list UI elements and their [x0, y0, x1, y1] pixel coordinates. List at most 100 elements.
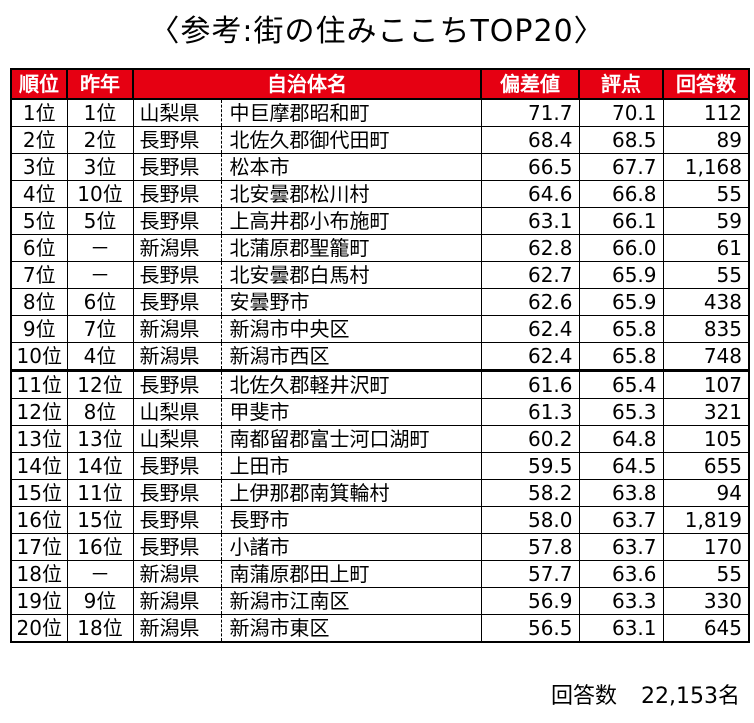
- cell-prefecture: 新潟県: [132, 342, 222, 372]
- cell-responses: 1,819: [662, 506, 750, 534]
- cell-municipality: 松本市: [220, 153, 482, 181]
- cell-deviation: 71.7: [480, 98, 580, 127]
- cell-score: 64.8: [578, 425, 664, 453]
- cell-deviation: 57.7: [480, 560, 580, 588]
- cell-prefecture: 山梨県: [132, 98, 222, 127]
- cell-responses: 321: [662, 398, 750, 426]
- cell-rank: 4位: [10, 180, 68, 208]
- table-row: 13位 13位 山梨県 南都留郡富士河口湖町 60.2 64.8 105: [10, 425, 750, 453]
- cell-prefecture: 新潟県: [132, 234, 222, 262]
- table-body: 1位 1位 山梨県 中巨摩郡昭和町 71.7 70.1 112 2位 2位 長野県 北佐久郡御代田町…: [10, 98, 750, 643]
- cell-prefecture: 長野県: [132, 506, 222, 534]
- cell-municipality: 南都留郡富士河口湖町: [220, 425, 482, 453]
- header-responses: 回答数: [662, 68, 750, 100]
- table-row: 16位 15位 長野県 長野市 58.0 63.7 1,819: [10, 506, 750, 534]
- table-row: 7位－長野県 北安曇郡白馬村 62.7 65.9 55: [10, 261, 750, 289]
- header-score: 評点: [578, 68, 664, 100]
- cell-prefecture: 長野県: [132, 288, 222, 316]
- cell-score: 67.7: [578, 153, 664, 181]
- cell-score: 63.1: [578, 614, 664, 643]
- cell-municipality: 北佐久郡御代田町: [220, 126, 482, 154]
- cell-responses: 748: [662, 342, 750, 372]
- cell-score: 66.8: [578, 180, 664, 208]
- cell-prefecture: 長野県: [132, 479, 222, 507]
- cell-responses: 59: [662, 207, 750, 235]
- cell-deviation: 62.8: [480, 234, 580, 262]
- cell-score: 65.8: [578, 342, 664, 372]
- cell-municipality: 上伊那郡南箕輪村: [220, 479, 482, 507]
- header-deviation: 偏差値: [480, 68, 580, 100]
- cell-prev-rank: 10位: [66, 180, 134, 208]
- header-prev: 昨年: [66, 68, 134, 100]
- cell-prefecture: 長野県: [132, 126, 222, 154]
- cell-prefecture: 新潟県: [132, 560, 222, 588]
- cell-prev-rank: 4位: [66, 342, 134, 372]
- cell-prev-rank: 12位: [66, 370, 134, 399]
- table-row: 8位 6位 長野県 安曇野市 62.6 65.9 438: [10, 288, 750, 316]
- cell-prefecture: 新潟県: [132, 614, 222, 643]
- cell-deviation: 59.5: [480, 452, 580, 480]
- cell-score: 70.1: [578, 98, 664, 127]
- table-row: 9位 7位 新潟県 新潟市中央区 62.4 65.8 835: [10, 315, 750, 343]
- cell-deviation: 58.0: [480, 506, 580, 534]
- cell-municipality: 北蒲原郡聖籠町: [220, 234, 482, 262]
- cell-responses: 94: [662, 479, 750, 507]
- cell-deviation: 58.2: [480, 479, 580, 507]
- cell-municipality: 長野市: [220, 506, 482, 534]
- cell-rank: 1位: [10, 98, 68, 127]
- table-row: 3位 3位 長野県 松本市 66.5 67.7 1,168: [10, 153, 750, 181]
- cell-responses: 105: [662, 425, 750, 453]
- table-header-row: 順位 昨年 自治体名 偏差値 評点 回答数: [10, 68, 750, 100]
- total-responses-value: 22,153名: [641, 684, 740, 709]
- cell-score: 64.5: [578, 452, 664, 480]
- cell-responses: 170: [662, 533, 750, 561]
- cell-score: 63.6: [578, 560, 664, 588]
- cell-deviation: 61.6: [480, 370, 580, 399]
- cell-municipality: 北安曇郡白馬村: [220, 261, 482, 289]
- cell-prev-rank: 15位: [66, 506, 134, 534]
- cell-deviation: 62.4: [480, 342, 580, 372]
- cell-prefecture: 長野県: [132, 153, 222, 181]
- cell-prefecture: 長野県: [132, 207, 222, 235]
- cell-responses: 835: [662, 315, 750, 343]
- cell-prev-rank: 7位: [66, 315, 134, 343]
- cell-prev-rank: 18位: [66, 614, 134, 643]
- table-row: 19位 9位 新潟県 新潟市江南区 56.9 63.3 330: [10, 587, 750, 615]
- cell-responses: 330: [662, 587, 750, 615]
- header-rank: 順位: [10, 68, 68, 100]
- table-row: 12位 8位 山梨県 甲斐市 61.3 65.3 321: [10, 398, 750, 426]
- cell-deviation: 64.6: [480, 180, 580, 208]
- cell-deviation: 68.4: [480, 126, 580, 154]
- cell-deviation: 66.5: [480, 153, 580, 181]
- cell-prev-rank: 3位: [66, 153, 134, 181]
- cell-rank: 7位: [10, 261, 68, 289]
- cell-score: 63.8: [578, 479, 664, 507]
- cell-deviation: 63.1: [480, 207, 580, 235]
- cell-deviation: 62.7: [480, 261, 580, 289]
- cell-prev-rank: －: [66, 234, 134, 262]
- cell-score: 63.7: [578, 506, 664, 534]
- cell-prefecture: 長野県: [132, 180, 222, 208]
- cell-municipality: 南蒲原郡田上町: [220, 560, 482, 588]
- cell-rank: 14位: [10, 452, 68, 480]
- cell-rank: 20位: [10, 614, 68, 643]
- table-row: 14位 14位 長野県 上田市 59.5 64.5 655: [10, 452, 750, 480]
- cell-rank: 5位: [10, 207, 68, 235]
- cell-prev-rank: －: [66, 261, 134, 289]
- cell-prefecture: 長野県: [132, 533, 222, 561]
- cell-score: 66.1: [578, 207, 664, 235]
- cell-rank: 19位: [10, 587, 68, 615]
- cell-prev-rank: 9位: [66, 587, 134, 615]
- cell-score: 65.4: [578, 370, 664, 399]
- cell-rank: 6位: [10, 234, 68, 262]
- cell-prev-rank: 14位: [66, 452, 134, 480]
- table-row: 20位 18位 新潟県 新潟市東区 56.5 63.1 645: [10, 614, 750, 643]
- cell-prev-rank: 8位: [66, 398, 134, 426]
- cell-score: 65.8: [578, 315, 664, 343]
- ranking-table: 順位 昨年 自治体名 偏差値 評点 回答数 1位 1位 山梨県 中巨摩郡昭和町 71.7…: [10, 68, 750, 643]
- cell-municipality: 上田市: [220, 452, 482, 480]
- cell-municipality: 北佐久郡軽井沢町: [220, 370, 482, 399]
- cell-responses: 1,168: [662, 153, 750, 181]
- table-row: 1位 1位 山梨県 中巨摩郡昭和町 71.7 70.1 112: [10, 98, 750, 127]
- cell-prefecture: 新潟県: [132, 315, 222, 343]
